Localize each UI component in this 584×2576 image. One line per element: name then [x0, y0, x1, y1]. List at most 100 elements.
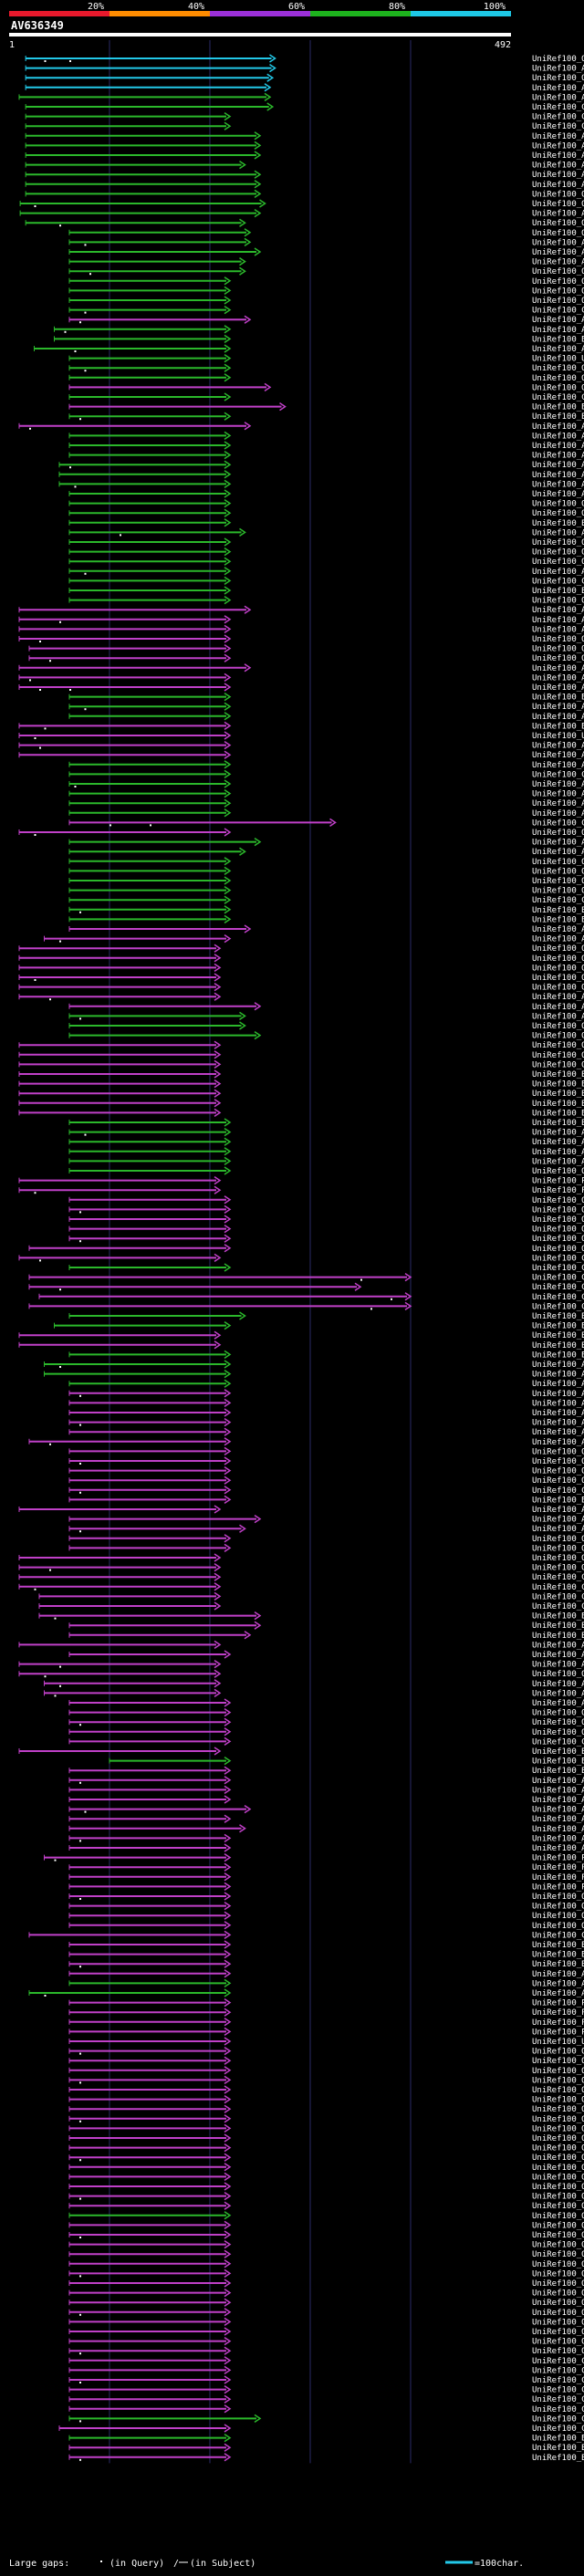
hit-label[interactable]: UniRef100_Q84WT1: [532, 558, 584, 567]
hit-label[interactable]: UniRef100_Q5ZBV7: [532, 2105, 584, 2114]
hit-label[interactable]: UniRef100_Q1EP45: [532, 2212, 584, 2221]
hit-row[interactable]: UniRef100_A9R8G4: [69, 1138, 584, 1147]
hit-row[interactable]: UniRef100_UP1000..: [69, 2038, 584, 2047]
hit-label[interactable]: UniRef100_B6ZH49: [532, 1622, 584, 1631]
hit-row[interactable]: UniRef100_Q9XEB7: [69, 2067, 584, 2076]
hit-label[interactable]: UniRef100_Q53N83: [532, 374, 584, 383]
hit-row[interactable]: UniRef100_Q00370: [19, 984, 584, 993]
hit-row[interactable]: UniRef100_Q9LS06: [69, 287, 584, 296]
hit-label[interactable]: UniRef100_A8IRC0: [532, 171, 584, 180]
hit-label[interactable]: UniRef100_Q9SPJ7: [532, 597, 584, 606]
hit-row[interactable]: UniRef100_B9RWP5: [69, 2454, 584, 2463]
hit-row[interactable]: UniRef100_A8HZY2: [59, 471, 584, 480]
hit-row[interactable]: UniRef100_Q41003: [69, 2173, 584, 2182]
hit-row[interactable]: UniRef100_B4FZ24: [69, 1351, 584, 1360]
hit-label[interactable]: UniRef100_Q38713: [532, 1922, 584, 1931]
hit-row[interactable]: UniRef100_Q5SBN0: [29, 645, 584, 654]
hit-row[interactable]: UniRef100_A2SY13: [55, 326, 584, 335]
hit-row[interactable]: UniRef100_Q41423: [69, 2144, 584, 2154]
hit-label[interactable]: UniRef100_B9RHK2: [532, 1496, 584, 1505]
hit-label[interactable]: UniRef100_Q75VZ0: [532, 1245, 584, 1254]
hit-row[interactable]: UniRef100_Q9M320: [19, 954, 584, 964]
hit-label[interactable]: UniRef100_Q765P5: [532, 2096, 584, 2105]
hit-row[interactable]: UniRef100_Q9SDM1: [69, 1022, 584, 1031]
hit-label[interactable]: UniRef100_Q5SYW8: [532, 944, 584, 954]
hit-row[interactable]: UniRef100_Q8Y5M6: [19, 964, 584, 973]
hit-row[interactable]: UniRef100_C6TLU9: [19, 1573, 584, 1582]
hit-row[interactable]: UniRef100_Q40961: [69, 2183, 584, 2192]
hit-label[interactable]: UniRef100_A7UDR3: [532, 1651, 584, 1660]
hit-label[interactable]: UniRef100_C4P813: [532, 393, 584, 402]
hit-label[interactable]: UniRef100_Q6GJ92: [532, 829, 584, 838]
hit-label[interactable]: UniRef100_Q41007: [532, 2164, 584, 2173]
hit-row[interactable]: UniRef100_B9GML1: [19, 1331, 584, 1340]
hit-row[interactable]: UniRef100_A9TEU5: [45, 1371, 584, 1380]
hit-label[interactable]: UniRef100_A9NPD5: [532, 316, 584, 325]
hit-label[interactable]: UniRef100_B9RWP5: [532, 2454, 584, 2463]
hit-label[interactable]: UniRef100_C5Y7U2: [532, 770, 584, 779]
hit-label[interactable]: UniRef100_Q01E01: [532, 1060, 584, 1069]
hit-row[interactable]: UniRef100_Q40247: [69, 2202, 584, 2211]
hit-row[interactable]: UniRef100_B6TKL9: [19, 1070, 584, 1079]
hit-row[interactable]: UniRef100_A7PD75: [59, 461, 584, 470]
hit-label[interactable]: UniRef100_A9TBS7: [532, 1361, 584, 1370]
hit-row[interactable]: UniRef100_Q41038: [19, 1051, 584, 1060]
hit-row[interactable]: UniRef100_A4QPN5: [19, 1661, 584, 1670]
hit-label[interactable]: UniRef100_Q01E26: [532, 190, 584, 199]
hit-row[interactable]: UniRef100_B9RTI2: [69, 1312, 584, 1321]
hit-label[interactable]: UniRef100_A9PFC1: [532, 1979, 584, 1988]
hit-label[interactable]: UniRef100_A2SY39: [532, 713, 584, 722]
hit-label[interactable]: UniRef100_C4P7M4: [532, 896, 584, 905]
hit-row[interactable]: UniRef100_A9NW10: [19, 625, 584, 634]
hit-label[interactable]: UniRef100_Q40961: [532, 2183, 584, 2192]
hit-row[interactable]: UniRef100_Q946F1: [69, 1235, 584, 1244]
hit-row[interactable]: UniRef100_Q41425: [69, 2124, 584, 2133]
hit-label[interactable]: UniRef100_Q1EP01: [532, 2221, 584, 2230]
hit-label[interactable]: UniRef100_A9NE16: [532, 799, 584, 808]
hit-label[interactable]: UniRef100_A8ICS6: [532, 925, 584, 934]
hit-row[interactable]: UniRef100_A2SY25: [69, 848, 584, 857]
hit-label[interactable]: UniRef100_Q75VY8: [532, 500, 584, 509]
hit-row[interactable]: UniRef100_C6TC6L: [19, 1583, 584, 1592]
hit-row[interactable]: UniRef100_P20865: [69, 2008, 584, 2018]
hit-label[interactable]: UniRef100_B6SMV5: [532, 1090, 584, 1099]
hit-row[interactable]: UniRef100_C6TKB2: [19, 1254, 584, 1263]
hit-row[interactable]: UniRef100_Q01E01: [19, 1060, 584, 1069]
hit-row[interactable]: UniRef100_B5KUT3: [69, 1941, 584, 1950]
hit-row[interactable]: UniRef100_B6SW51: [19, 722, 584, 731]
hit-label[interactable]: UniRef100_A5AS56: [532, 1796, 584, 1805]
hit-label[interactable]: UniRef100_B9R7C8: [532, 1757, 584, 1767]
hit-label[interactable]: UniRef100_A4RSS5: [532, 210, 584, 219]
hit-label[interactable]: UniRef100_Q71RA1: [532, 2076, 584, 2085]
hit-label[interactable]: UniRef100_Q9XEB7: [532, 2067, 584, 2076]
hit-label[interactable]: UniRef100_C1FEM6: [532, 1283, 584, 1292]
hit-row[interactable]: UniRef100_A1YKU7: [45, 1689, 584, 1698]
hit-row[interactable]: UniRef100_Q5ZBV7: [69, 2105, 584, 2114]
hit-label[interactable]: UniRef100_Q05093: [532, 2250, 584, 2259]
hit-row[interactable]: UniRef100_A9T3V6: [69, 703, 584, 712]
hit-row[interactable]: UniRef100_B6T8B2: [19, 1080, 584, 1090]
hit-label[interactable]: UniRef100_Q41425: [532, 2124, 584, 2133]
hit-label[interactable]: UniRef100_C5XW47: [532, 1486, 584, 1496]
hit-label[interactable]: UniRef100_A9P266: [532, 790, 584, 799]
hit-label[interactable]: UniRef100_A7PMC6: [532, 1786, 584, 1795]
hit-row[interactable]: UniRef100_Q8GTQ1: [69, 277, 584, 287]
hit-row[interactable]: UniRef100_A5B4F0: [69, 761, 584, 770]
hit-label[interactable]: UniRef100_B9RBV1: [532, 1612, 584, 1622]
hit-row[interactable]: UniRef100_Q6H748: [69, 1167, 584, 1176]
hit-label[interactable]: UniRef100_Q9XF89: [532, 635, 584, 644]
hit-label[interactable]: UniRef100_B4G143: [532, 1951, 584, 1960]
hit-label[interactable]: UniRef100_Q41003: [532, 2173, 584, 2182]
hit-row[interactable]: UniRef100_P27517: [45, 1854, 584, 1863]
hit-label[interactable]: UniRef100_B7SB29: [532, 403, 584, 412]
hit-label[interactable]: UniRef100_C5X8D1: [532, 1264, 584, 1273]
hit-row[interactable]: UniRef100_A9NQF7: [19, 1506, 584, 1515]
hit-label[interactable]: UniRef100_A2SY18: [532, 93, 584, 102]
hit-label[interactable]: UniRef100_B4F8L6: [532, 906, 584, 915]
hit-row[interactable]: UniRef100_Q41127: [69, 2154, 584, 2163]
hit-row[interactable]: UniRef100_Q40788: [69, 1728, 584, 1737]
hit-row[interactable]: UniRef100_A2SY14: [69, 1012, 584, 1021]
hit-label[interactable]: UniRef100_A4KP14: [532, 1989, 584, 1998]
hit-row[interactable]: UniRef100_Q03304: [69, 1709, 584, 1718]
hit-label[interactable]: UniRef100_B6SW51: [532, 722, 584, 731]
